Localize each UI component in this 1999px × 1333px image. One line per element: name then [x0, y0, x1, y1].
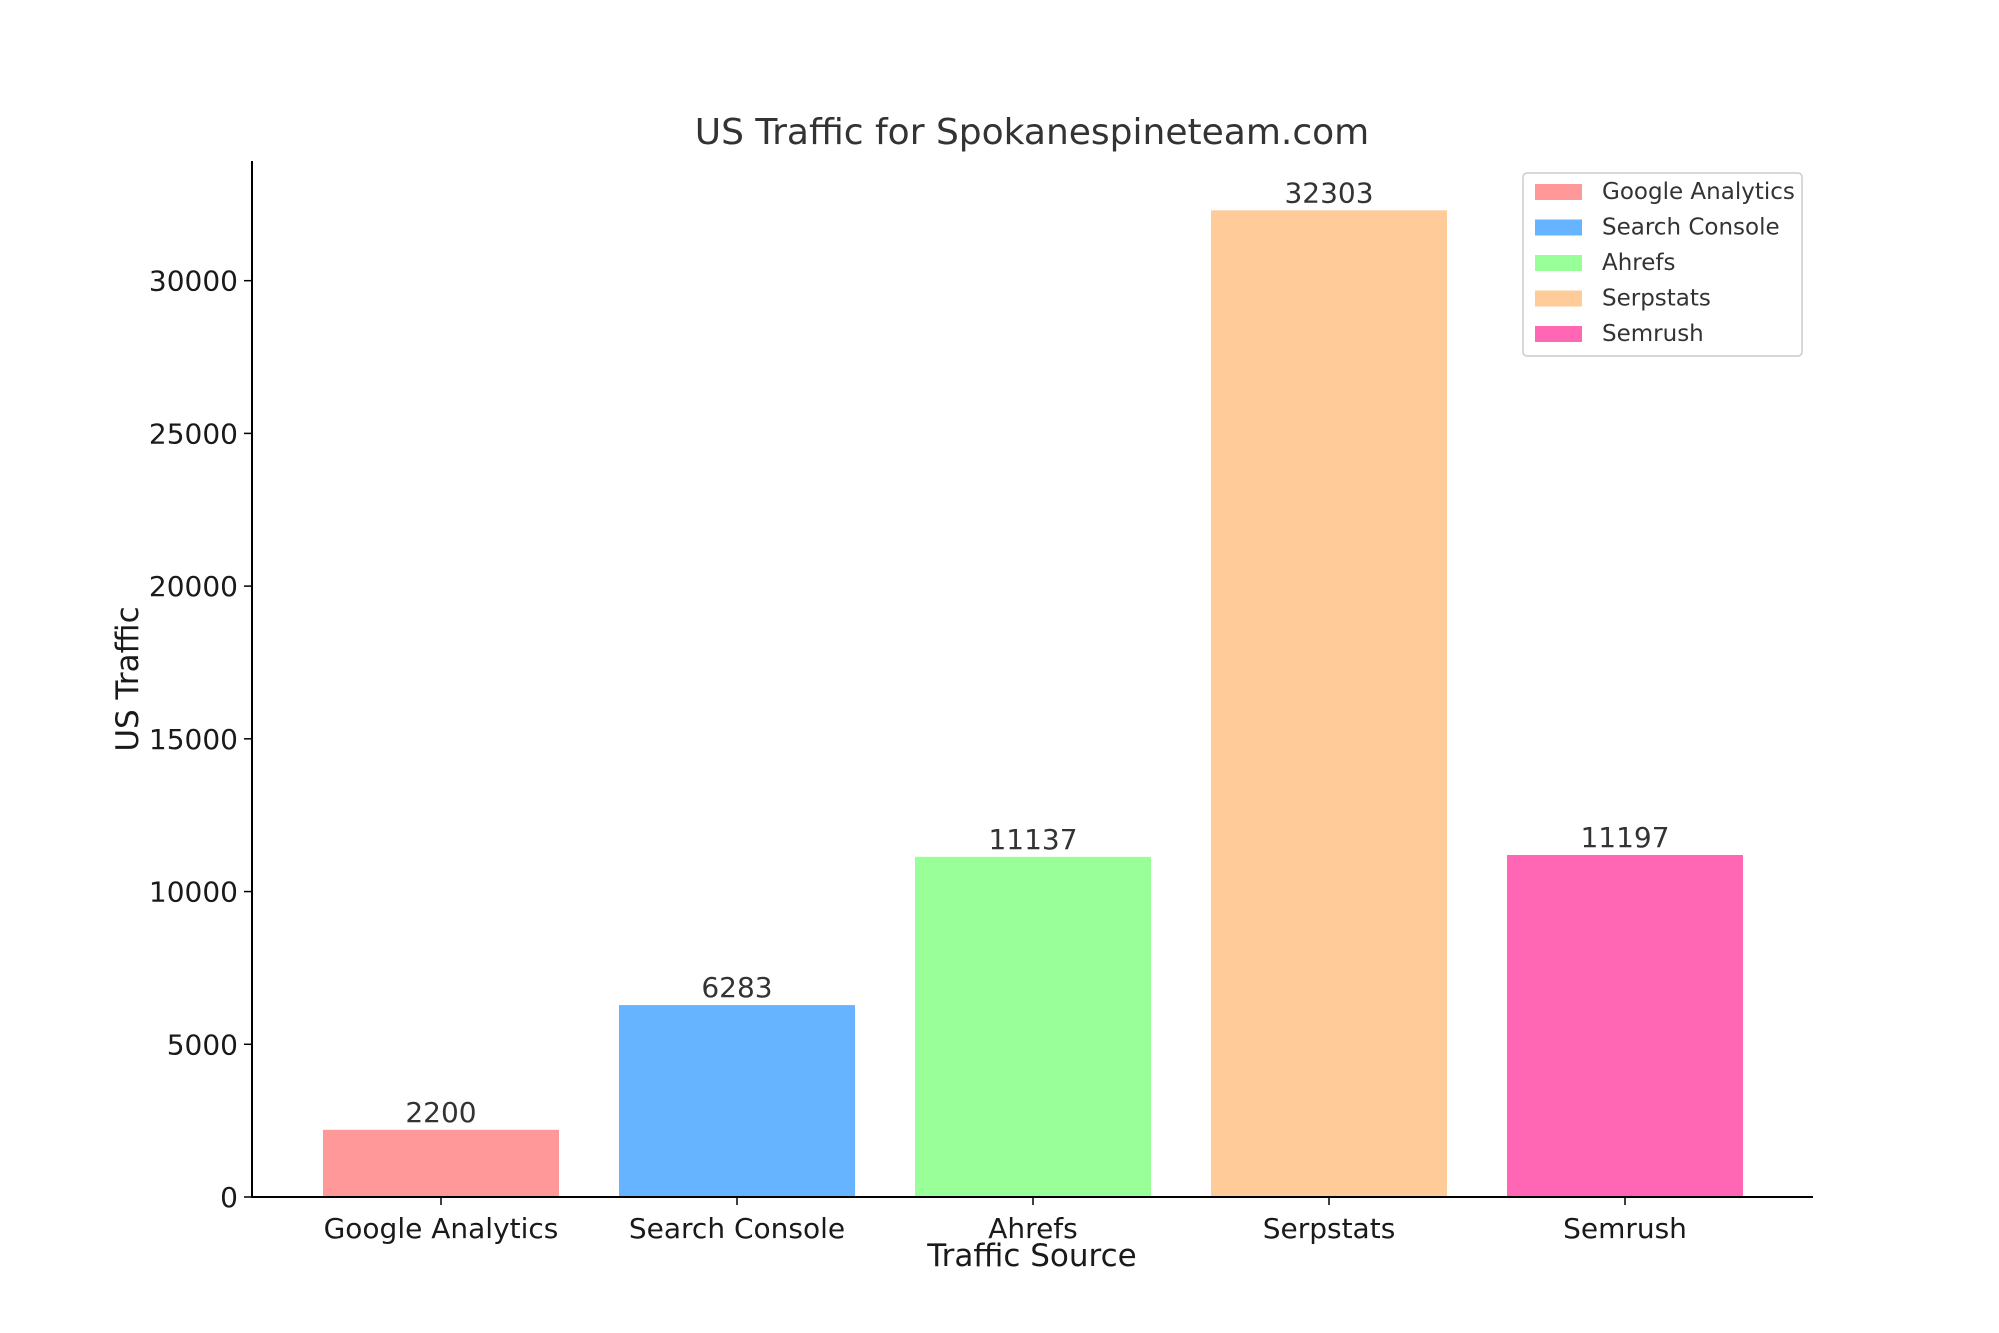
legend-frame — [1522, 172, 1803, 357]
legend-label-serpstats: Serpstats — [1602, 286, 1711, 312]
y-tick-label-5000: 5000 — [167, 1028, 238, 1061]
y-tick-label-20000: 20000 — [149, 570, 238, 603]
value-label-serpstats: 32303 — [1284, 176, 1373, 209]
legend-label-google-analytics: Google Analytics — [1602, 179, 1795, 205]
bar-serpstats — [1211, 210, 1447, 1197]
bar-ahrefs — [915, 856, 1151, 1197]
y-axis-label: US Traffic — [110, 606, 146, 751]
legend-label-ahrefs: Ahrefs — [1602, 250, 1676, 276]
x-tick-label-ahrefs: Ahrefs — [988, 1212, 1077, 1245]
x-axis: Google Analytics Search Console Ahrefs Serp… — [251, 1196, 1813, 1245]
legend-swatch-google-analytics — [1535, 184, 1582, 200]
y-tick-label-30000: 30000 — [149, 265, 238, 298]
legend: Google Analytics Search Console Ahrefs Serp… — [1522, 172, 1803, 357]
value-label-google-analytics: 2200 — [405, 1096, 476, 1129]
y-tick-label-0: 0 — [220, 1181, 238, 1214]
value-label-ahrefs: 11137 — [988, 823, 1077, 856]
x-tick-label-semrush: Semrush — [1563, 1212, 1687, 1245]
legend-swatch-serpstats — [1535, 290, 1582, 307]
legend-label-semrush: Semrush — [1602, 321, 1704, 347]
x-tick-label-serpstats: Serpstats — [1263, 1212, 1396, 1245]
legend-swatch-semrush — [1535, 326, 1582, 342]
y-tick-label-25000: 25000 — [149, 417, 238, 450]
x-tick-label-google-analytics: Google Analytics — [324, 1212, 559, 1245]
legend-swatch-search-console — [1535, 219, 1582, 236]
value-labels-group: 2200 6283 11137 32303 11197 — [405, 176, 1669, 1128]
bar-semrush — [1507, 854, 1743, 1197]
bars-group — [323, 210, 1743, 1197]
x-axis-label: Traffic Source — [926, 1238, 1136, 1274]
bar-search-console — [619, 1005, 855, 1197]
y-tick-label-10000: 10000 — [149, 876, 238, 909]
legend-swatch-ahrefs — [1535, 255, 1582, 271]
value-label-search-console: 6283 — [701, 971, 772, 1004]
bar-google-analytics — [323, 1129, 559, 1197]
y-tick-label-15000: 15000 — [149, 723, 238, 756]
y-axis: 0 5000 10000 15000 20000 25000 30000 — [149, 161, 253, 1214]
chart-title: US Traffic for Spokanespineteam.com — [695, 112, 1369, 153]
x-tick-label-search-console: Search Console — [629, 1212, 845, 1245]
value-label-semrush: 11197 — [1580, 821, 1669, 854]
legend-label-search-console: Search Console — [1602, 215, 1780, 241]
